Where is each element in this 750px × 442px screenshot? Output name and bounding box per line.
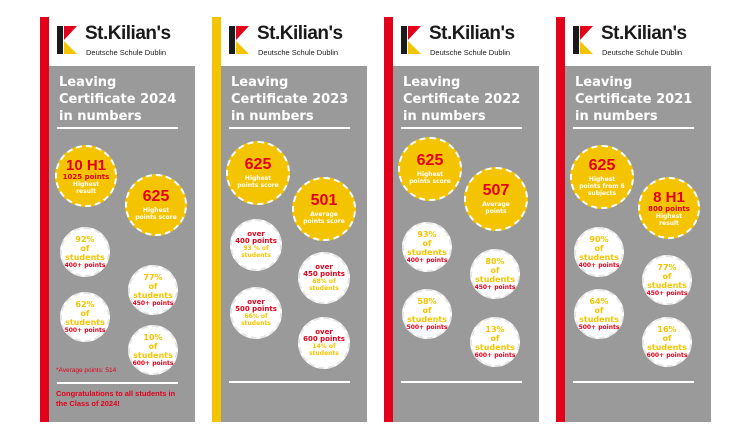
accent-stripe bbox=[556, 17, 565, 422]
banner-2024: St.Kilian's Deutsche Schule Dublin Leavi… bbox=[40, 17, 195, 422]
stat-circle-highest-score: 625 Highest points score bbox=[398, 137, 462, 201]
divider bbox=[229, 381, 350, 383]
school-logo-icon bbox=[401, 26, 423, 54]
stat-circle-500: 64% of students 500+ points bbox=[574, 289, 624, 339]
divider bbox=[401, 127, 522, 129]
banner-title: Leaving Certificate 2024 in numbers bbox=[59, 75, 177, 124]
divider bbox=[573, 381, 694, 383]
logo-header: St.Kilian's Deutsche Schule Dublin bbox=[49, 17, 195, 66]
stat-circle-600: 16% of students 600+ points bbox=[642, 317, 692, 367]
stat-circle-average: 507 Average points bbox=[464, 167, 528, 231]
brand-name: St.Kilian's bbox=[257, 23, 343, 44]
stat-circle-450: 77% of students 450+ points bbox=[128, 265, 178, 315]
brand-tagline: Deutsche Schule Dublin bbox=[602, 48, 683, 57]
divider bbox=[573, 127, 694, 129]
brand-tagline: Deutsche Schule Dublin bbox=[86, 48, 167, 57]
brand-name: St.Kilian's bbox=[601, 23, 687, 44]
stat-circle-450: over 450 points 68% of students bbox=[298, 252, 350, 304]
brand-name: St.Kilian's bbox=[85, 23, 171, 44]
school-logo-icon bbox=[57, 26, 79, 54]
stat-circle-highest-result: 10 H1 1025 points Highest result bbox=[55, 145, 117, 207]
divider bbox=[57, 382, 178, 384]
brand-tagline: Deutsche Schule Dublin bbox=[258, 48, 339, 57]
stat-circle-500: 62% of students 500+ points bbox=[60, 292, 110, 342]
banner-title: Leaving Certificate 2021 in numbers bbox=[575, 75, 693, 124]
logo-header: St.Kilian's Deutsche Schule Dublin bbox=[393, 17, 539, 66]
banner-2022: St.Kilian's Deutsche Schule Dublin Leavi… bbox=[384, 17, 539, 422]
stat-circle-400: 90% of students 400+ points bbox=[574, 227, 624, 277]
stat-circle-highest-points: 625 Highest points from 6 subjects bbox=[570, 145, 634, 209]
average-note: *Average points: 514 bbox=[56, 367, 117, 374]
stat-circle-450: 80% of students 450+ points bbox=[470, 249, 520, 299]
stat-circle-400: 92% of students 400+ points bbox=[60, 227, 110, 277]
banner-2021: St.Kilian's Deutsche Schule Dublin Leavi… bbox=[556, 17, 711, 422]
divider bbox=[401, 381, 522, 383]
school-logo-icon bbox=[229, 26, 251, 54]
divider bbox=[229, 127, 350, 129]
banner-title: Leaving Certificate 2022 in numbers bbox=[403, 75, 521, 124]
accent-stripe bbox=[212, 17, 221, 422]
stat-circle-highest-score: 625 Highest points score bbox=[125, 174, 187, 236]
logo-header: St.Kilian's Deutsche Schule Dublin bbox=[221, 17, 367, 66]
congratulations-text: Congratulations to all students in the C… bbox=[56, 389, 176, 408]
stat-circle-600: over 600 points 14% of students bbox=[298, 317, 350, 369]
stat-circle-400: over 400 points 93 % of students bbox=[230, 219, 282, 271]
accent-stripe bbox=[40, 17, 49, 422]
stat-circle-500: over 500 points 66% of students bbox=[230, 287, 282, 339]
stat-circle-highest-result: 8 H1 800 points Highest result bbox=[638, 177, 700, 239]
banner-2023: St.Kilian's Deutsche Schule Dublin Leavi… bbox=[212, 17, 367, 422]
stat-circle-600: 13% of students 600+ points bbox=[470, 317, 520, 367]
stat-circle-average-score: 501 Average points score bbox=[292, 177, 356, 241]
stat-circle-400: 93% of students 400+ points bbox=[402, 222, 452, 272]
banner-title: Leaving Certificate 2023 in numbers bbox=[231, 75, 349, 124]
divider bbox=[57, 127, 178, 129]
stat-circle-highest-score: 625 Highest points score bbox=[226, 141, 290, 205]
stat-circle-600: 10% of students 600+ points bbox=[128, 325, 178, 375]
stat-circle-500: 58% of students 500+ points bbox=[402, 289, 452, 339]
brand-tagline: Deutsche Schule Dublin bbox=[430, 48, 511, 57]
stat-circle-450: 77% of students 450+ points bbox=[642, 255, 692, 305]
logo-header: St.Kilian's Deutsche Schule Dublin bbox=[565, 17, 711, 66]
school-logo-icon bbox=[573, 26, 595, 54]
accent-stripe bbox=[384, 17, 393, 422]
brand-name: St.Kilian's bbox=[429, 23, 515, 44]
